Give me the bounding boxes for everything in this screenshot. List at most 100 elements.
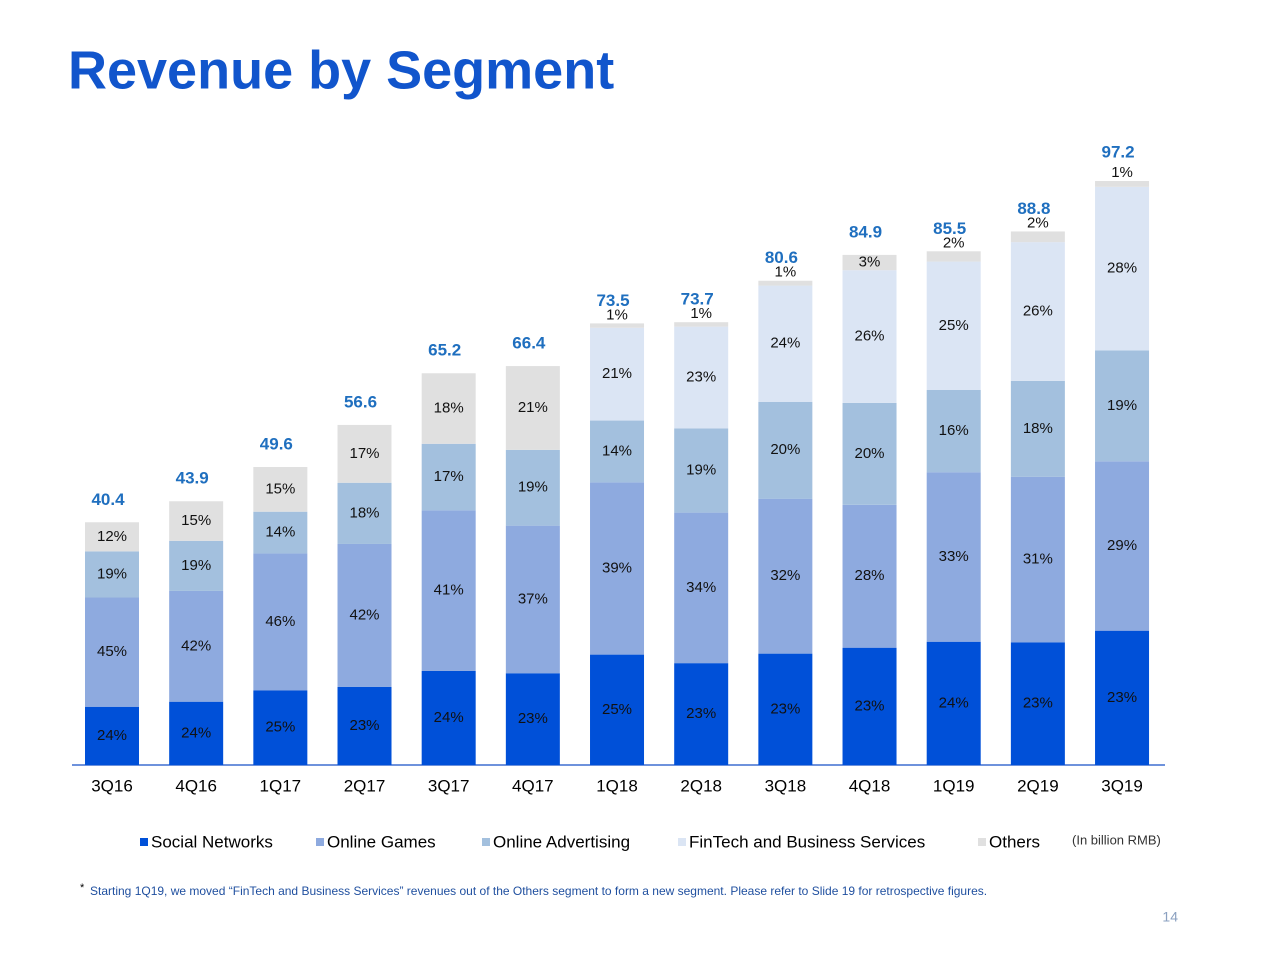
legend-swatch <box>978 838 986 846</box>
bar-segment <box>253 690 308 765</box>
bar-segment <box>1095 181 1150 187</box>
x-tick-label: 1Q17 <box>260 776 302 795</box>
segment-label: 26% <box>1023 302 1053 319</box>
segment-label: 39% <box>602 559 632 576</box>
bar-segment <box>758 653 813 765</box>
segment-label: 24% <box>770 335 800 352</box>
bar-segment <box>842 504 897 648</box>
total-label: 73.5 <box>596 291 629 310</box>
bar-segment <box>1010 380 1065 477</box>
bar-segment <box>842 254 897 271</box>
bar-segment <box>674 326 729 429</box>
x-tick-label: 1Q18 <box>596 776 638 795</box>
segment-label: 42% <box>349 606 379 623</box>
bar-segment <box>1010 642 1065 765</box>
bar-segment <box>505 449 560 526</box>
bar-segment <box>337 543 392 687</box>
segment-label: 19% <box>97 565 127 582</box>
segment-label: 25% <box>265 719 295 736</box>
segment-label: 34% <box>686 579 716 596</box>
x-tick-label: 4Q16 <box>175 776 217 795</box>
bar-segment <box>674 428 729 513</box>
segment-label: 23% <box>686 705 716 722</box>
segment-label: 19% <box>686 462 716 479</box>
bar-segment <box>590 420 645 483</box>
bar-segment <box>421 373 476 444</box>
x-tick-label: 3Q17 <box>428 776 470 795</box>
bar-segment <box>1010 242 1065 381</box>
segment-label: 23% <box>1023 695 1053 712</box>
segment-label: 25% <box>939 317 969 334</box>
legend-label: Online Games <box>327 832 436 851</box>
segment-label: 23% <box>686 369 716 386</box>
bar-segment <box>1095 350 1150 462</box>
total-label: 80.6 <box>765 248 798 267</box>
legend-label: FinTech and Business Services <box>689 832 925 851</box>
segment-label: 24% <box>181 724 211 741</box>
bar-segment <box>926 472 981 642</box>
segment-label: 21% <box>518 399 548 416</box>
total-label: 40.4 <box>91 490 125 509</box>
bar-segment <box>85 551 139 598</box>
segment-label: 18% <box>1023 420 1053 437</box>
bar-segment <box>85 706 139 765</box>
bar-segment <box>337 686 392 765</box>
page-number: 14 <box>1162 909 1178 925</box>
segment-label: 23% <box>518 710 548 727</box>
segment-label: 17% <box>434 468 464 485</box>
segment-label: 42% <box>181 637 211 654</box>
segment-label: 41% <box>434 582 464 599</box>
bar-segment <box>758 401 813 499</box>
segment-label: 1% <box>606 306 628 323</box>
total-label: 85.5 <box>933 219 966 238</box>
bar-segment <box>590 327 645 421</box>
bar-segment <box>758 498 813 654</box>
segment-label: 20% <box>770 441 800 458</box>
total-label: 84.9 <box>849 222 882 241</box>
bar-segment <box>85 522 139 552</box>
segment-label: 14% <box>602 442 632 459</box>
segment-label: 32% <box>770 567 800 584</box>
x-tick-label: 3Q19 <box>1101 776 1143 795</box>
bar-segment <box>337 482 392 544</box>
total-label: 97.2 <box>1101 142 1134 161</box>
x-tick-label: 2Q18 <box>680 776 722 795</box>
x-tick-label: 3Q16 <box>91 776 133 795</box>
bar-segment <box>1010 231 1065 243</box>
footnote: Starting 1Q19, we moved “FinTech and Bus… <box>90 884 987 898</box>
segment-label: 1% <box>775 264 797 281</box>
bar-segment <box>1010 476 1065 643</box>
x-tick-label: 4Q17 <box>512 776 554 795</box>
segment-label: 14% <box>265 524 295 541</box>
legend-label: Online Advertising <box>493 832 630 851</box>
segment-label: 1% <box>1111 164 1133 181</box>
segment-label: 3% <box>859 254 881 271</box>
bar-segment <box>674 512 729 664</box>
bar-segment <box>337 424 392 483</box>
segment-label: 19% <box>518 479 548 496</box>
bar-segment <box>505 673 560 765</box>
bar-segment <box>253 553 308 691</box>
legend-swatch <box>316 838 324 846</box>
segment-label: 24% <box>434 709 464 726</box>
total-label: 56.6 <box>344 392 377 411</box>
footnote-marker: * <box>80 882 85 894</box>
bar-segment <box>421 443 476 511</box>
bar-segment <box>926 251 981 262</box>
bar-segment <box>758 285 813 402</box>
unit-note: (In billion RMB) <box>1072 832 1161 847</box>
slide-title: Revenue by Segment <box>68 40 614 100</box>
total-label: 65.2 <box>428 341 461 360</box>
segment-label: 2% <box>1027 214 1049 231</box>
segment-label: 24% <box>939 694 969 711</box>
segment-label: 25% <box>602 701 632 718</box>
bar-segment <box>169 701 224 765</box>
segment-label: 2% <box>943 234 965 251</box>
segment-label: 26% <box>855 327 885 344</box>
segment-label: 19% <box>181 557 211 574</box>
segment-label: 37% <box>518 590 548 607</box>
bar-segment <box>253 511 308 554</box>
segment-label: 12% <box>97 528 127 545</box>
bar-segment <box>842 402 897 505</box>
legend-label: Others <box>989 832 1040 851</box>
